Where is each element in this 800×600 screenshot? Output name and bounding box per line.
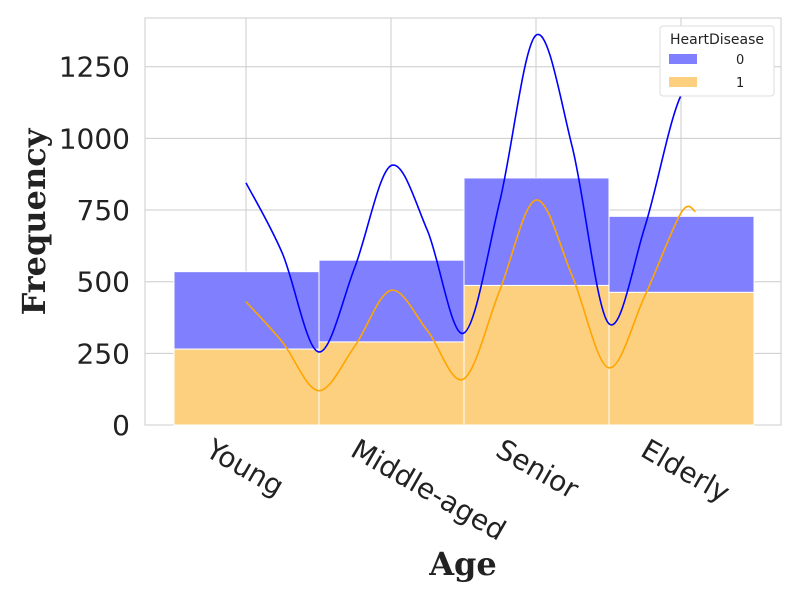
bars <box>173 177 755 426</box>
legend-swatch-1 <box>669 77 697 87</box>
bar-series-1-middle-aged <box>318 341 465 426</box>
bar-series-1-young <box>173 348 320 426</box>
legend-title: HeartDisease <box>670 32 764 48</box>
legend-label-1: 1 <box>736 76 744 91</box>
bar-series-1-senior <box>463 284 610 426</box>
y-tick-label: 1000 <box>59 122 130 155</box>
legend-label-0: 0 <box>736 53 744 68</box>
legend-swatch-0 <box>669 54 697 64</box>
bar-series-1-elderly <box>608 291 755 426</box>
kde-curves <box>245 33 718 392</box>
bar-series-0-elderly <box>608 215 755 293</box>
y-axis-label: Frequency <box>15 127 53 315</box>
y-tick-label: 1250 <box>59 51 130 84</box>
legend: HeartDisease 0 1 <box>659 25 775 97</box>
y-tick-label: 500 <box>77 266 130 299</box>
kde-curve-1 <box>245 199 696 392</box>
x-axis-label: Age <box>428 545 497 583</box>
kde-curve-0 <box>245 33 718 353</box>
y-tick-label: 750 <box>77 194 130 227</box>
bar-series-0-young <box>173 271 320 350</box>
y-tick-label: 250 <box>77 337 130 370</box>
x-tick-label: Young <box>200 432 290 503</box>
y-tick-label: 0 <box>112 409 130 442</box>
x-tick-label: Senior <box>491 432 585 505</box>
bar-series-0-middle-aged <box>318 259 465 343</box>
x-tick-label: Elderly <box>636 432 736 509</box>
bar-series-0-senior <box>463 177 610 286</box>
x-tick-label: Middle-aged <box>346 432 512 547</box>
y-tick-labels: 0 250 500 750 1000 1250 <box>59 51 130 442</box>
